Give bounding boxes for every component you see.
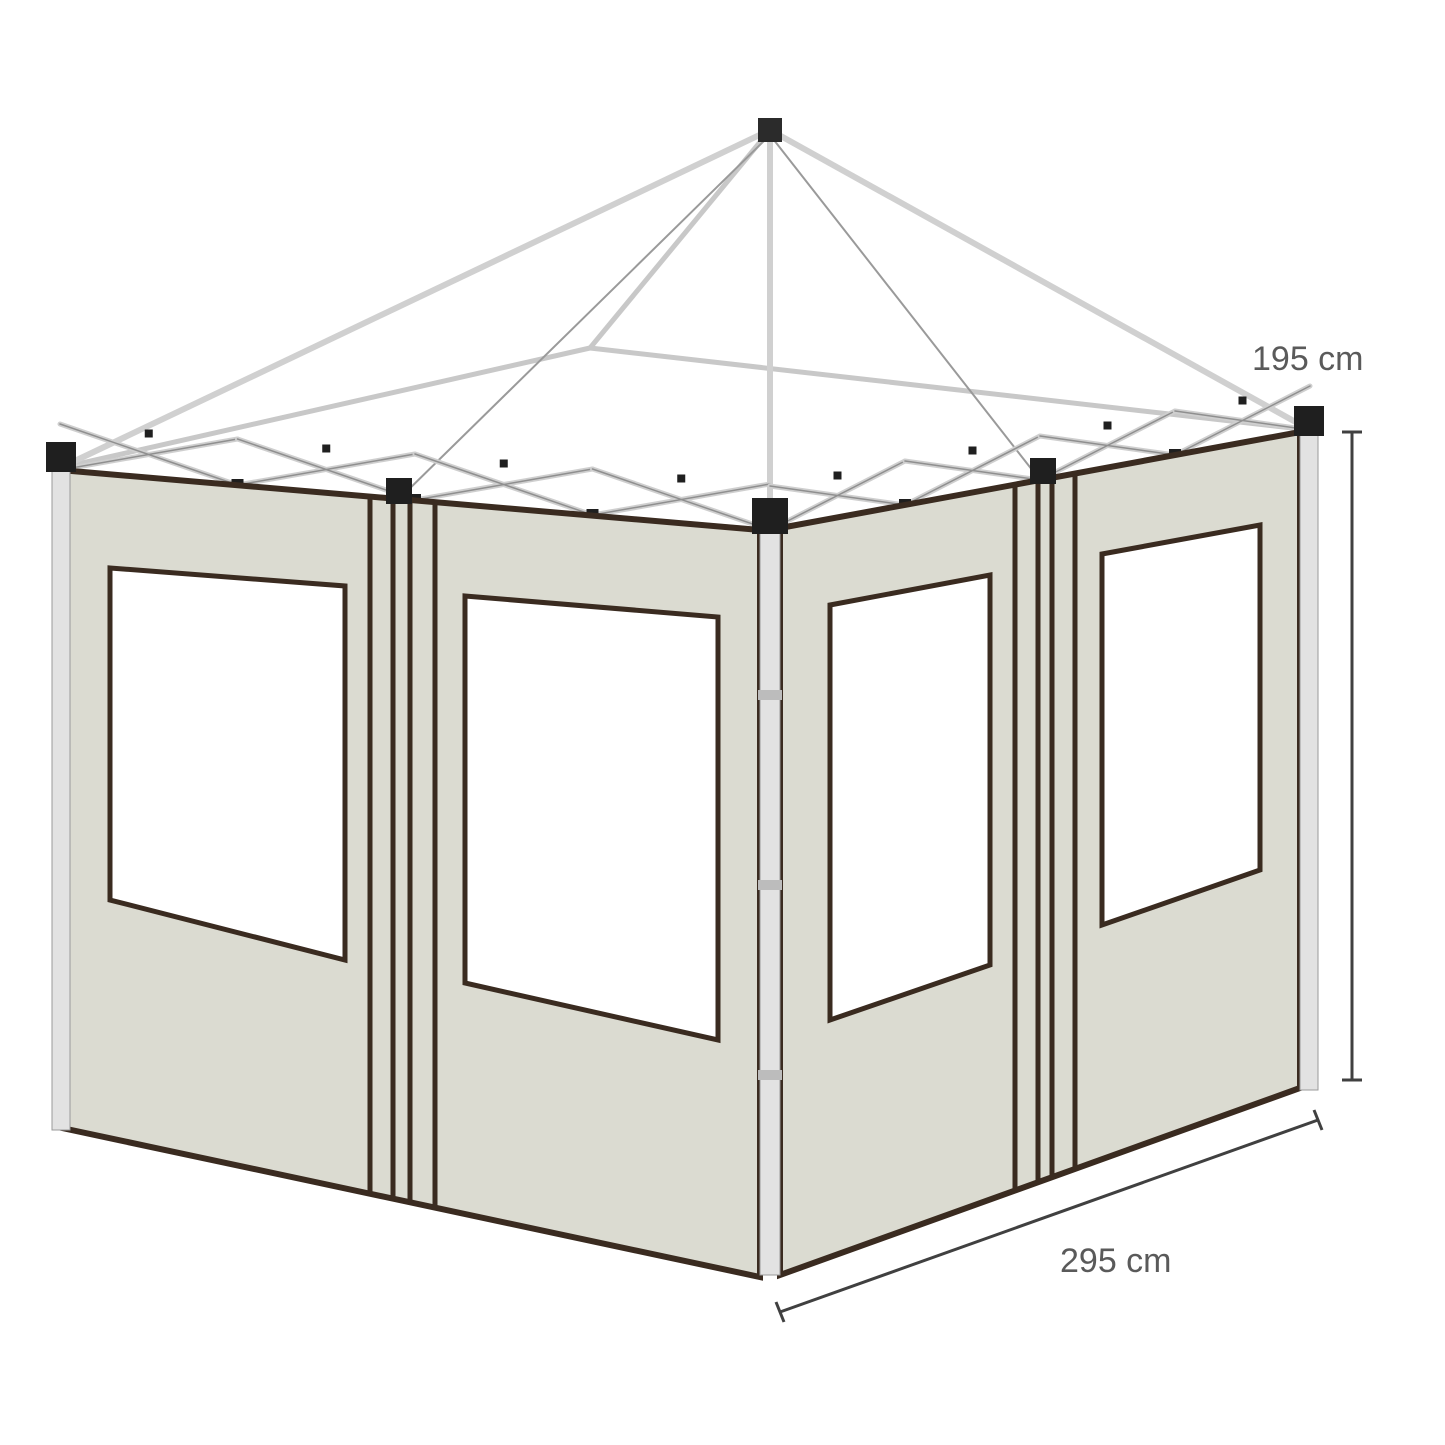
- gazebo-dimension-diagram: 195 cm 295 cm: [0, 0, 1445, 1445]
- width-dimension-label: 295 cm: [1060, 1242, 1172, 1280]
- right-wall: [780, 432, 1300, 1275]
- height-dimension-label: 195 cm: [1252, 340, 1364, 378]
- left-wall: [60, 470, 760, 1277]
